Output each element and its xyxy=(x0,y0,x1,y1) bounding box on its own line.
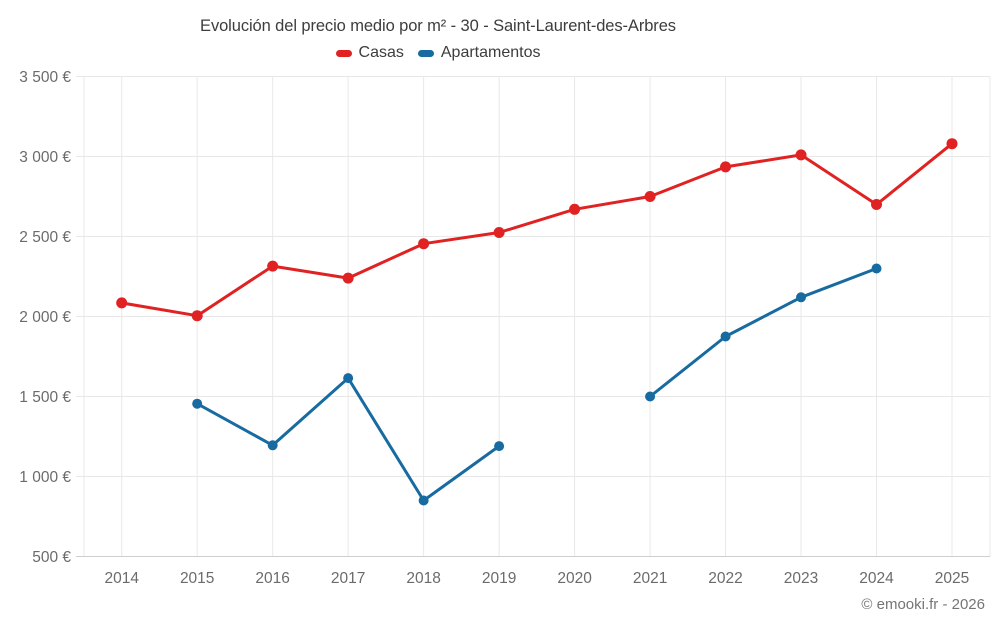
data-point-casas-2019[interactable] xyxy=(493,227,505,238)
data-point-apartamentos-2016[interactable] xyxy=(267,440,278,451)
y-axis-tick-label: 1 500 € xyxy=(19,389,71,406)
y-axis-tick-label: 1 000 € xyxy=(19,469,71,486)
data-point-casas-2015[interactable] xyxy=(191,310,203,322)
x-axis-tick-label-2022: 2022 xyxy=(708,570,742,587)
x-axis-tick-label-2020: 2020 xyxy=(557,570,592,587)
data-point-apartamentos-2018[interactable] xyxy=(418,495,429,506)
data-point-apartamentos-2015[interactable] xyxy=(192,398,203,409)
data-point-casas-2016[interactable] xyxy=(267,260,279,272)
chart-header: Evolución del precio medio por m² - 30 -… xyxy=(0,0,876,64)
casas-series-swatch-icon xyxy=(335,49,352,57)
data-point-casas-2017[interactable] xyxy=(342,272,354,284)
data-point-casas-2024[interactable] xyxy=(871,199,883,210)
x-axis-tick-label-2014: 2014 xyxy=(104,570,139,587)
x-axis-tick-label-2021: 2021 xyxy=(633,570,667,587)
x-axis-tick-label-2019: 2019 xyxy=(482,570,516,587)
x-axis-tick-label-2023: 2023 xyxy=(784,570,818,587)
legend-item-apartamentos[interactable]: Apartamentos xyxy=(417,44,541,62)
data-point-casas-2021[interactable] xyxy=(644,191,656,202)
series-line-apartamentos xyxy=(648,267,879,398)
x-axis-tick-label-2015: 2015 xyxy=(180,570,214,587)
data-point-apartamentos-2022[interactable] xyxy=(720,331,731,342)
apartamentos-series-swatch-icon xyxy=(417,49,434,57)
x-axis-tick-label-2018: 2018 xyxy=(406,570,440,587)
legend-item-casas[interactable]: Casas xyxy=(335,44,404,62)
y-axis-tick-label: 2 500 € xyxy=(19,229,71,246)
data-point-casas-2018[interactable] xyxy=(418,238,430,250)
chart-legend: Casas Apartamentos xyxy=(0,42,876,64)
data-point-apartamentos-2017[interactable] xyxy=(343,373,354,384)
y-axis-tick-label: 3 000 € xyxy=(19,149,71,166)
y-axis-tick-label: 500 € xyxy=(32,549,71,566)
x-axis-tick-label-2024: 2024 xyxy=(859,570,894,587)
series-line-casas xyxy=(120,142,954,318)
data-point-casas-2014[interactable] xyxy=(116,297,128,309)
chart-title: Evolución del precio medio por m² - 30 -… xyxy=(200,17,676,35)
data-point-apartamentos-2023[interactable] xyxy=(796,292,807,303)
x-axis-tick-label-2017: 2017 xyxy=(331,570,365,587)
legend-label-apartamentos: Apartamentos xyxy=(440,44,541,61)
copyright-credit: © emooki.fr - 2026 xyxy=(861,596,985,613)
legend-label-casas: Casas xyxy=(358,44,404,61)
y-axis-tick-label: 3 500 € xyxy=(19,69,71,86)
data-point-casas-2020[interactable] xyxy=(569,203,581,215)
x-axis-tick-label-2016: 2016 xyxy=(255,570,289,587)
x-axis-tick-label-2025: 2025 xyxy=(935,570,969,587)
data-point-casas-2023[interactable] xyxy=(795,149,807,161)
data-point-casas-2025[interactable] xyxy=(946,138,958,150)
data-point-apartamentos-2021[interactable] xyxy=(645,391,656,402)
y-axis-tick-label: 2 000 € xyxy=(19,309,71,326)
data-point-apartamentos-2024[interactable] xyxy=(871,263,882,274)
data-point-apartamentos-2019[interactable] xyxy=(494,441,505,452)
data-point-casas-2022[interactable] xyxy=(720,161,732,173)
